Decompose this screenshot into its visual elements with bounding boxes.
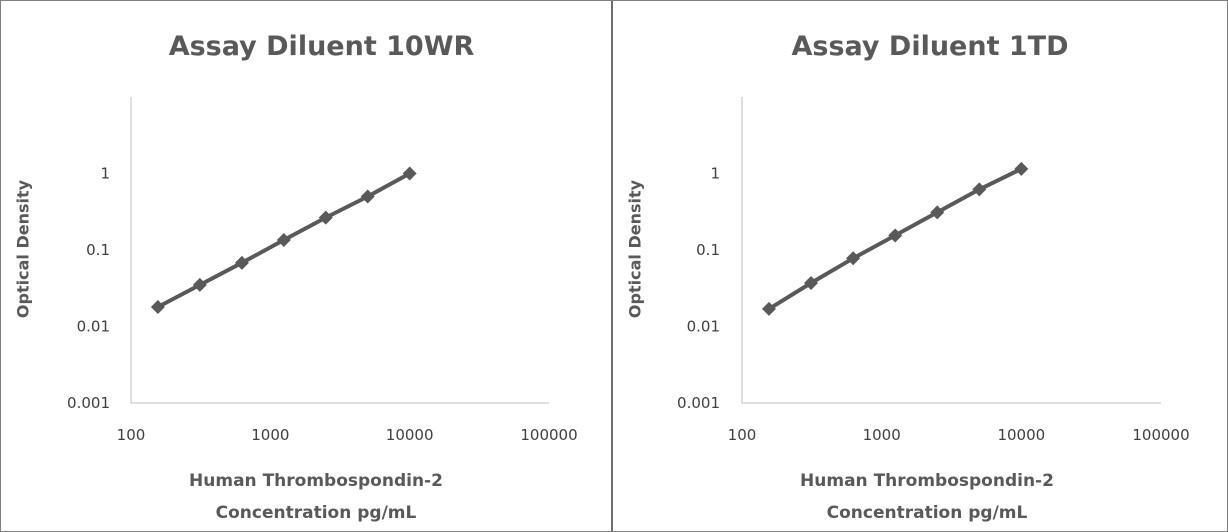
data-point <box>804 276 819 291</box>
x-axis-label-line-1: Human Thrombospondin-2 <box>800 471 1054 491</box>
plot-area: 0.001 0.01 0.1 1 100 1000 10000 100000 <box>67 97 578 444</box>
chart-panel-1: Assay Diluent 10WR Optical Density 0.001… <box>1 1 612 531</box>
data-point <box>1014 161 1029 176</box>
x-tick-label: 100000 <box>520 426 577 444</box>
y-tick-label: 0.01 <box>687 318 720 336</box>
data-point <box>930 205 945 220</box>
data-point <box>888 228 903 243</box>
data-point <box>234 255 249 270</box>
y-tick-label: 1 <box>100 165 110 183</box>
panel-divider <box>611 1 613 531</box>
x-tick-label: 1000 <box>863 426 901 444</box>
data-point <box>402 166 417 181</box>
x-axis-label-line-2: Concentration pg/mL <box>826 503 1028 523</box>
y-tick-label: 0.001 <box>67 394 110 412</box>
x-tick-label: 10000 <box>997 426 1045 444</box>
data-point <box>276 233 291 248</box>
y-tick-label: 0.001 <box>677 394 720 412</box>
data-point <box>360 189 375 204</box>
data-point <box>192 277 207 292</box>
y-tick-label: 0.1 <box>86 241 110 259</box>
chart-title: Assay Diluent 1TD <box>791 31 1069 62</box>
data-point <box>972 182 987 197</box>
data-point <box>846 251 861 266</box>
y-tick-label: 0.01 <box>77 318 110 336</box>
data-point <box>150 299 165 314</box>
chart-panel-2: Assay Diluent 1TD Optical Density 0.001 0… <box>613 1 1227 531</box>
y-tick-label: 1 <box>710 165 720 183</box>
x-axis-label: Human Thrombospondin-2 Concentration pg/… <box>727 465 1127 529</box>
x-axis-label-line-2: Concentration pg/mL <box>215 503 417 523</box>
x-tick-label: 1000 <box>251 426 289 444</box>
x-tick-label: 10000 <box>386 426 434 444</box>
x-tick-label: 100000 <box>1132 426 1189 444</box>
x-axis-label-line-1: Human Thrombospondin-2 <box>189 471 443 491</box>
data-point <box>318 210 333 225</box>
x-tick-label: 100 <box>117 426 146 444</box>
x-axis-label: Human Thrombospondin-2 Concentration pg/… <box>116 465 516 529</box>
data-point <box>761 301 776 316</box>
x-tick-label: 100 <box>728 426 757 444</box>
y-tick-label: 0.1 <box>696 241 720 259</box>
plot-area: 0.001 0.01 0.1 1 100 1000 10000 100000 <box>677 97 1190 444</box>
chart-title: Assay Diluent 10WR <box>168 31 475 62</box>
